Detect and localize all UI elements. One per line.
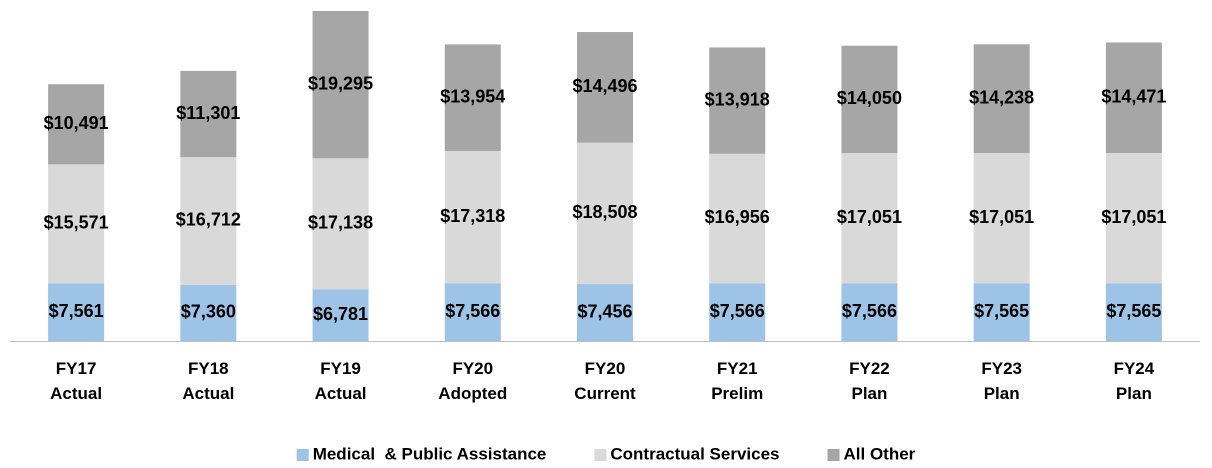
bar-segment [1105,283,1162,341]
data-label: $15,571 [44,213,109,233]
data-label: $17,051 [1101,207,1166,227]
data-label: $7,360 [181,302,236,322]
bar-segment [180,284,237,341]
data-label: $7,566 [710,301,765,321]
bar-segment [577,142,633,285]
bar-segment [180,70,237,158]
data-label: $18,508 [572,202,637,222]
bar-segment [48,164,105,284]
data-label: $7,566 [842,301,897,321]
bar-segment [312,11,369,159]
data-label: $19,295 [308,73,373,93]
x-tick-label: FY19 Actual [315,359,367,403]
data-label: $17,051 [837,207,902,227]
data-label: $6,781 [313,304,368,324]
bar-segment [180,157,237,285]
bar-segment [577,284,633,341]
legend-label: All Other [844,444,916,463]
data-label: $17,138 [308,213,373,233]
x-tick-label: FY24 Plan [1114,359,1155,403]
bar-segment [973,153,1030,284]
data-label: $7,566 [445,301,500,321]
bar-segment [444,150,501,284]
bar-segment [841,283,898,341]
bar-segment [312,289,369,341]
data-label: $7,456 [577,301,632,321]
bar-segment [709,153,766,284]
data-label: $11,301 [176,103,240,123]
legend-swatch [827,449,840,461]
bar-segment [973,283,1030,341]
bar-segment [48,283,105,341]
x-tick-label: FY21 Prelim [711,359,763,403]
bar-segment [444,44,501,151]
data-label: $16,712 [176,210,241,230]
bar-segment [709,283,766,341]
data-label: $16,956 [705,207,770,227]
bar-segment [312,158,369,290]
data-label: $7,565 [1106,301,1161,321]
x-tick-label: FY20 Adopted [438,359,507,403]
data-label: $14,050 [837,88,902,108]
data-label: $7,561 [49,301,104,321]
data-label: $14,496 [572,76,637,96]
x-tick-label: FY22 Plan [849,359,890,403]
legend-swatch [594,449,607,461]
data-label: $7,565 [974,301,1029,321]
x-tick-label: FY20 Current [574,359,636,403]
bar-segment [973,44,1030,154]
data-label: $10,491 [44,113,109,133]
bar-segment [841,45,898,154]
data-label: $14,238 [969,87,1034,107]
legend-swatch [296,449,309,461]
x-tick-label: FY23 Plan [981,359,1022,403]
data-label: $13,954 [440,86,505,106]
legend-label: Medical & Public Assistance [313,444,547,463]
data-label: $14,471 [1101,87,1166,107]
legend: Medical & Public Assistance Contractual S… [296,444,916,463]
bar-segment [444,283,501,341]
x-tick-label: FY18 Actual [182,359,234,403]
data-label: $17,051 [969,207,1034,227]
bar-segment [48,84,105,165]
bar-segment [1105,153,1162,284]
bar-segment [1105,42,1162,154]
bar-segment [577,32,633,143]
data-label: $13,918 [705,89,770,109]
data-label: $17,318 [440,206,505,226]
bar-segment [709,47,766,154]
legend-label: Contractual Services [610,444,779,463]
x-tick-label: FY17 Actual [50,359,102,403]
bar-segment [841,153,898,284]
